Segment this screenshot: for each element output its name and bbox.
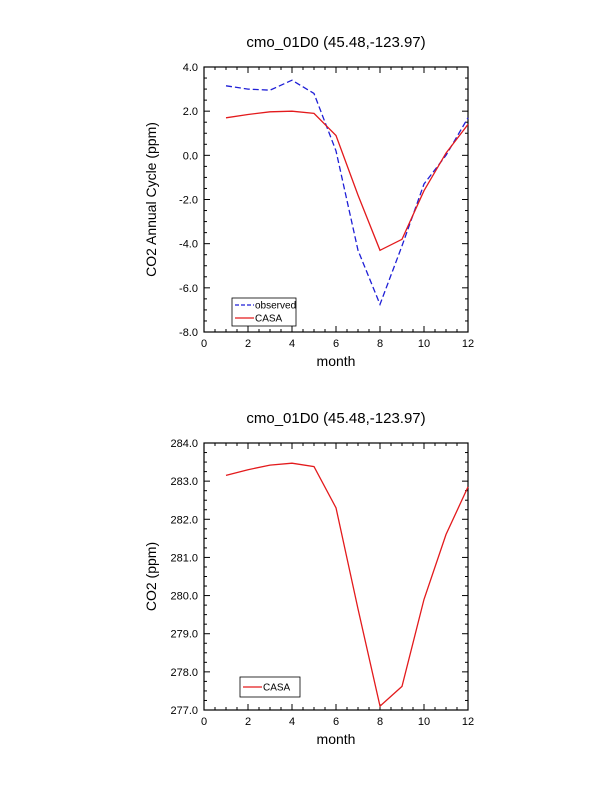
x-tick-label: 10 [418, 716, 430, 728]
x-tick-label: 12 [462, 716, 474, 728]
x-tick-label: 2 [245, 338, 251, 350]
y-tick-label: 279.0 [170, 629, 198, 641]
x-axis-label: month [317, 731, 356, 747]
x-tick-label: 4 [289, 716, 295, 728]
x-tick-label: 8 [377, 338, 383, 350]
chart-title: cmo_01D0 (45.48,-123.97) [246, 410, 425, 427]
y-axis-label: CO2 Annual Cycle (ppm) [143, 122, 159, 277]
chart-title: cmo_01D0 (45.48,-123.97) [246, 34, 425, 51]
series-line-casa [225, 462, 469, 708]
y-tick-label: 278.0 [170, 667, 198, 679]
legend-label-casa: CASA [255, 314, 283, 325]
y-tick-label: 2.0 [183, 106, 198, 118]
y-tick-label: 4.0 [183, 62, 198, 74]
y-tick-label: 284.0 [170, 438, 198, 450]
x-tick-label: 4 [289, 338, 295, 350]
x-tick-label: 0 [201, 716, 207, 728]
legend-label-observed: observed [255, 301, 296, 312]
y-tick-label: -4.0 [179, 239, 198, 251]
legend-box [231, 297, 297, 327]
y-axis-label: CO2 (ppm) [143, 542, 159, 611]
y-tick-label: -2.0 [179, 195, 198, 207]
x-tick-label: 12 [462, 338, 474, 350]
x-tick-label: 6 [333, 338, 339, 350]
legend-box [239, 676, 301, 698]
x-axis-label: month [317, 353, 356, 369]
y-tick-label: 0.0 [183, 150, 198, 162]
plot-frame [203, 66, 469, 333]
y-tick-label: -8.0 [179, 327, 198, 339]
plot-frame [203, 442, 469, 711]
y-tick-label: 277.0 [170, 705, 198, 717]
y-tick-label: -6.0 [179, 283, 198, 295]
y-tick-label: 280.0 [170, 591, 198, 603]
x-tick-label: 6 [333, 716, 339, 728]
y-tick-label: 281.0 [170, 552, 198, 564]
legend-label-casa: CASA [263, 683, 291, 694]
annual-cycle-chart: cmo_01D0 (45.48,-123.97) 0 2 4 6 8 10 12 -8.0 -6.… [143, 34, 474, 369]
co2-concentration-chart: cmo_01D0 (45.48,-123.97) 0 2 4 6 8 10 12 277.0 27… [143, 410, 474, 747]
x-tick-label: 2 [245, 716, 251, 728]
y-tick-label: 282.0 [170, 514, 198, 526]
x-tick-label: 0 [201, 338, 207, 350]
series-line-casa [225, 110, 469, 252]
x-tick-label: 10 [418, 338, 430, 350]
series-line-observed [225, 79, 469, 307]
x-tick-label: 8 [377, 716, 383, 728]
y-tick-label: 283.0 [170, 476, 198, 488]
